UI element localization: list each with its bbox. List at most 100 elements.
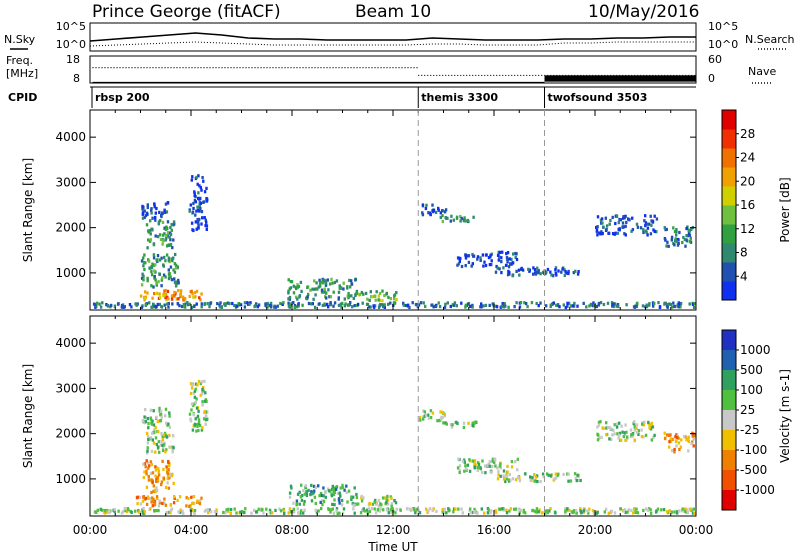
velocity-cell <box>602 426 605 430</box>
velocity-cell <box>151 504 154 508</box>
power-cell <box>340 305 343 309</box>
power-cell <box>321 303 325 307</box>
power-cell <box>200 210 204 214</box>
power-cell <box>464 303 468 307</box>
power-cell <box>177 289 180 293</box>
velocity-cell <box>196 424 199 428</box>
velocity-cell <box>145 459 148 463</box>
power-cell <box>567 301 571 305</box>
velocity-colorbar-tick-label: 25 <box>740 403 755 417</box>
power-cell <box>315 281 318 285</box>
power-cell <box>372 304 375 308</box>
power-cell <box>146 291 149 295</box>
power-cell <box>505 252 508 256</box>
power-cell <box>617 221 620 225</box>
power-cell <box>362 292 365 296</box>
power-cell <box>167 297 170 301</box>
velocity-cell <box>331 484 334 488</box>
velocity-cell <box>457 457 460 461</box>
velocity-cell <box>156 478 160 482</box>
velocity-cell <box>464 464 467 468</box>
velocity-cell <box>204 391 207 395</box>
velocity-cell <box>123 509 127 513</box>
power-cell <box>192 206 195 210</box>
power-cell <box>274 305 277 309</box>
velocity-cell <box>680 509 684 513</box>
power-cell <box>299 280 303 284</box>
power-cell <box>675 233 678 237</box>
power-cell <box>154 215 157 220</box>
velocity-cell <box>155 489 159 493</box>
power-cell <box>665 244 668 248</box>
power-cell <box>182 303 185 307</box>
power-cell <box>313 279 316 283</box>
velocity-cell <box>637 432 640 436</box>
velocity-cell <box>96 508 99 512</box>
power-cell <box>255 302 258 306</box>
power-cell <box>441 214 444 218</box>
velocity-cell <box>322 499 326 503</box>
velocity-cell <box>660 508 663 512</box>
velocity-cell <box>507 478 510 482</box>
velocity-cell <box>151 438 154 442</box>
velocity-cell <box>621 430 624 434</box>
velocity-cell <box>394 511 397 515</box>
power-cell <box>648 302 651 306</box>
velocity-cell <box>633 507 636 511</box>
power-cell <box>479 305 482 309</box>
power-cell <box>200 188 203 192</box>
power-cell <box>421 211 424 215</box>
power-cell <box>195 302 198 306</box>
power-cell <box>649 214 652 218</box>
power-cell <box>143 209 146 213</box>
velocity-cell <box>320 507 323 511</box>
velocity-cell <box>642 508 645 513</box>
velocity-cell <box>445 511 448 515</box>
velocity-cell <box>229 508 233 512</box>
power-cell <box>350 294 353 298</box>
power-cell <box>361 301 364 305</box>
x-tick-label: 20:00 <box>578 523 613 537</box>
velocity-cell <box>123 507 126 511</box>
power-cell <box>537 268 540 273</box>
velocity-cell <box>575 479 578 483</box>
power-cell <box>188 209 191 213</box>
power-cell <box>170 222 173 227</box>
power-cell <box>199 185 202 190</box>
power-cell <box>604 216 607 220</box>
velocity-cell <box>352 495 355 499</box>
velocity-cell <box>635 423 639 427</box>
velocity-cell <box>506 464 509 468</box>
power-cell <box>596 225 599 229</box>
velocity-cell <box>191 428 195 432</box>
velocity-cell <box>691 511 695 515</box>
power-cell <box>328 295 331 299</box>
velocity-cell <box>331 502 334 506</box>
power-cell <box>515 269 518 273</box>
power-cell <box>289 286 293 290</box>
power-cell <box>203 216 206 220</box>
velocity-cell <box>529 478 532 483</box>
velocity-cell <box>152 441 156 445</box>
power-cell <box>220 305 224 309</box>
velocity-cell <box>224 511 227 515</box>
velocity-cell <box>151 471 155 475</box>
power-cell <box>333 301 337 305</box>
power-cell <box>585 305 588 309</box>
velocity-colorbar-swatch <box>722 330 736 351</box>
power-cell <box>150 305 153 309</box>
velocity-cell <box>172 446 175 450</box>
power-cell <box>143 215 146 219</box>
power-cell <box>202 200 206 204</box>
velocity-cell <box>350 495 353 499</box>
power-cell <box>577 270 580 274</box>
velocity-cell <box>271 511 274 515</box>
velocity-cell <box>149 471 153 475</box>
velocity-cell <box>362 496 365 500</box>
velocity-cell <box>642 435 645 439</box>
velocity-cell <box>670 510 674 514</box>
power-cell <box>364 291 368 295</box>
velocity-cell <box>168 474 172 478</box>
power-cell <box>161 276 164 280</box>
velocity-cell <box>635 430 639 435</box>
